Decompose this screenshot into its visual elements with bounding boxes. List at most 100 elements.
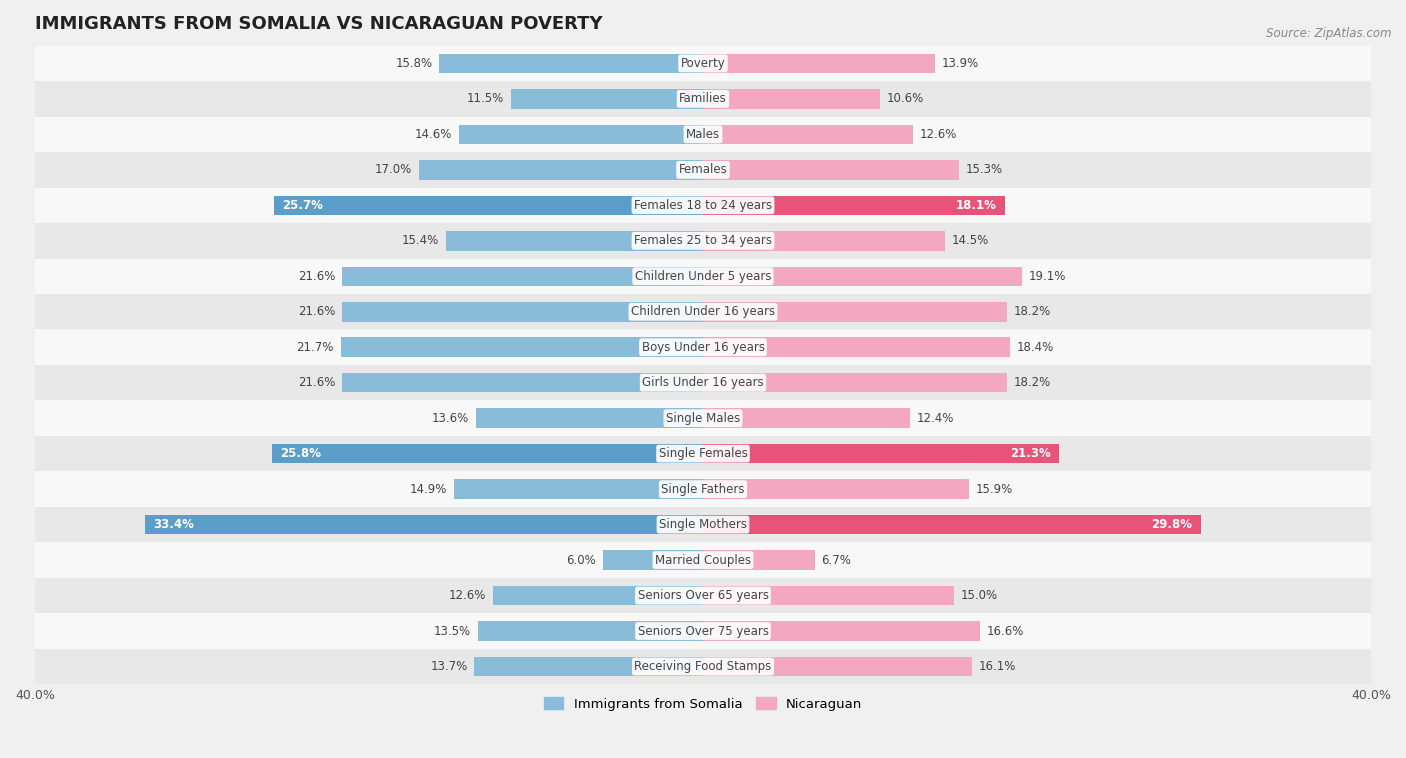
Text: 14.5%: 14.5% (952, 234, 988, 247)
Bar (703, 89, 880, 108)
Text: 21.6%: 21.6% (298, 376, 336, 389)
Text: 18.1%: 18.1% (956, 199, 997, 211)
Text: 21.6%: 21.6% (298, 270, 336, 283)
Text: Children Under 16 years: Children Under 16 years (631, 305, 775, 318)
Text: Married Couples: Married Couples (655, 553, 751, 566)
Bar (703, 515, 1201, 534)
Text: Receiving Food Stamps: Receiving Food Stamps (634, 660, 772, 673)
Text: Females: Females (679, 163, 727, 177)
Bar (35, 187, 1371, 223)
Text: 15.4%: 15.4% (402, 234, 439, 247)
Text: 13.7%: 13.7% (430, 660, 468, 673)
Bar (35, 330, 1371, 365)
Text: 18.2%: 18.2% (1014, 305, 1050, 318)
Bar (35, 81, 1371, 117)
Text: 15.8%: 15.8% (395, 57, 433, 70)
Bar (439, 54, 703, 74)
Bar (475, 409, 703, 428)
Text: 16.1%: 16.1% (979, 660, 1017, 673)
Text: Seniors Over 65 years: Seniors Over 65 years (637, 589, 769, 602)
Bar (35, 471, 1371, 507)
Bar (342, 302, 703, 321)
Bar (703, 124, 914, 144)
Text: 13.5%: 13.5% (433, 625, 471, 637)
Text: 21.7%: 21.7% (297, 341, 333, 354)
Bar (35, 258, 1371, 294)
Text: 19.1%: 19.1% (1029, 270, 1066, 283)
Bar (703, 656, 972, 676)
Bar (35, 365, 1371, 400)
Text: 11.5%: 11.5% (467, 92, 505, 105)
Text: 13.6%: 13.6% (432, 412, 470, 424)
Text: 18.4%: 18.4% (1017, 341, 1054, 354)
Bar (603, 550, 703, 570)
Bar (492, 586, 703, 606)
Bar (703, 550, 815, 570)
Bar (35, 507, 1371, 542)
Bar (446, 231, 703, 251)
Bar (419, 160, 703, 180)
Text: 13.9%: 13.9% (942, 57, 979, 70)
Legend: Immigrants from Somalia, Nicaraguan: Immigrants from Somalia, Nicaraguan (538, 692, 868, 716)
Bar (35, 578, 1371, 613)
Text: 14.9%: 14.9% (411, 483, 447, 496)
Text: 33.4%: 33.4% (153, 518, 194, 531)
Bar (510, 89, 703, 108)
Text: 6.7%: 6.7% (821, 553, 852, 566)
Text: 15.0%: 15.0% (960, 589, 997, 602)
Text: Children Under 5 years: Children Under 5 years (634, 270, 772, 283)
Text: Source: ZipAtlas.com: Source: ZipAtlas.com (1267, 27, 1392, 39)
Bar (342, 373, 703, 393)
Text: 25.7%: 25.7% (283, 199, 323, 211)
Text: 12.6%: 12.6% (920, 128, 957, 141)
Bar (703, 622, 980, 641)
Bar (703, 373, 1007, 393)
Bar (703, 479, 969, 499)
Text: Males: Males (686, 128, 720, 141)
Bar (454, 479, 703, 499)
Text: 15.3%: 15.3% (965, 163, 1002, 177)
Bar (35, 223, 1371, 258)
Text: 12.4%: 12.4% (917, 412, 955, 424)
Text: 29.8%: 29.8% (1152, 518, 1192, 531)
Text: Families: Families (679, 92, 727, 105)
Bar (342, 267, 703, 286)
Bar (35, 294, 1371, 330)
Bar (703, 196, 1005, 215)
Bar (35, 613, 1371, 649)
Text: 12.6%: 12.6% (449, 589, 486, 602)
Bar (703, 444, 1059, 463)
Bar (703, 302, 1007, 321)
Text: 17.0%: 17.0% (375, 163, 412, 177)
Text: Females 18 to 24 years: Females 18 to 24 years (634, 199, 772, 211)
Bar (35, 542, 1371, 578)
Bar (35, 117, 1371, 152)
Bar (145, 515, 703, 534)
Bar (273, 444, 703, 463)
Text: Females 25 to 34 years: Females 25 to 34 years (634, 234, 772, 247)
Bar (703, 409, 910, 428)
Text: 18.2%: 18.2% (1014, 376, 1050, 389)
Bar (478, 622, 703, 641)
Text: 15.9%: 15.9% (976, 483, 1012, 496)
Bar (35, 45, 1371, 81)
Bar (340, 337, 703, 357)
Bar (474, 656, 703, 676)
Text: Poverty: Poverty (681, 57, 725, 70)
Text: Single Mothers: Single Mothers (659, 518, 747, 531)
Bar (35, 400, 1371, 436)
Text: Single Fathers: Single Fathers (661, 483, 745, 496)
Bar (703, 231, 945, 251)
Bar (35, 152, 1371, 187)
Bar (274, 196, 703, 215)
Bar (703, 337, 1011, 357)
Bar (35, 649, 1371, 684)
Bar (703, 586, 953, 606)
Text: 21.6%: 21.6% (298, 305, 336, 318)
Bar (460, 124, 703, 144)
Bar (703, 267, 1022, 286)
Bar (703, 160, 959, 180)
Text: Girls Under 16 years: Girls Under 16 years (643, 376, 763, 389)
Text: Single Males: Single Males (666, 412, 740, 424)
Text: 16.6%: 16.6% (987, 625, 1025, 637)
